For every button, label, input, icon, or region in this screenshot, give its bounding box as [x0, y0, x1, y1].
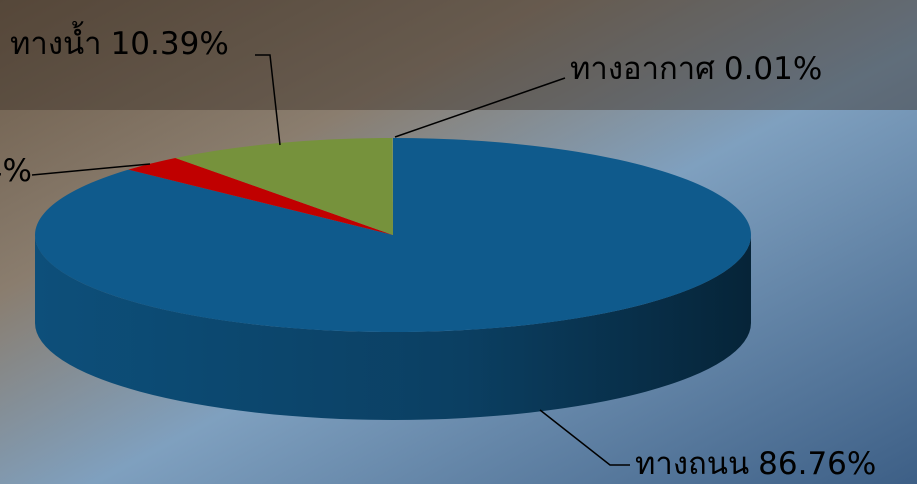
- leader-line: [394, 77, 566, 138]
- slice: [34, 138, 752, 332]
- data-label: ทางน้ำ 10.39%: [10, 21, 229, 62]
- leader-line: [31, 163, 151, 176]
- pie: [34, 138, 752, 420]
- data-label: ทางอากาศ 0.01%: [570, 51, 822, 87]
- leader-line: [539, 409, 630, 466]
- category-label: ทางน้ำ: [10, 21, 102, 62]
- value-label: 10.39%: [111, 26, 229, 62]
- category-label: ทางถนน: [635, 446, 749, 482]
- data-label: 2.84%: [0, 153, 32, 189]
- category-label: ทางอากาศ: [570, 51, 715, 87]
- leader-line: [255, 54, 281, 146]
- slice: [175, 138, 393, 235]
- value-label: 86.76%: [758, 446, 876, 482]
- value-label: 2.84%: [0, 153, 32, 189]
- slice-side: [35, 235, 751, 420]
- value-label: 0.01%: [724, 51, 822, 87]
- background-band: [0, 0, 917, 110]
- slice: [128, 157, 393, 235]
- data-label: ทางถนน 86.76%: [635, 446, 876, 482]
